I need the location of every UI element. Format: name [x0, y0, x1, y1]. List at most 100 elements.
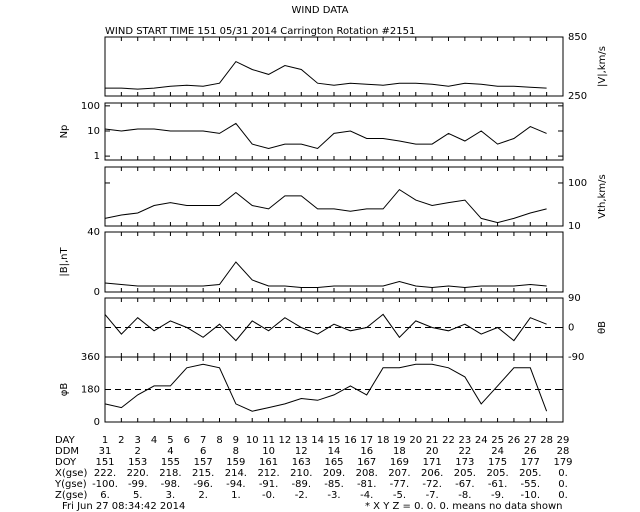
- data-line: [105, 60, 547, 90]
- table-cell: 205.: [486, 468, 508, 479]
- x-tick-label: 2: [118, 435, 124, 446]
- table-cell: -61.: [488, 479, 508, 490]
- x-tick-label: 7: [200, 435, 206, 446]
- table-row-label: Y(gse): [54, 479, 87, 490]
- table-cell: -98.: [161, 479, 181, 490]
- y-tick-label: 0: [94, 287, 100, 298]
- table-cell: 20: [426, 446, 439, 457]
- y-tick-label: 100: [568, 178, 587, 189]
- table-cell: -5.: [393, 490, 406, 501]
- table-cell: 6: [200, 446, 206, 457]
- table-cell: 218.: [159, 468, 181, 479]
- chart-subtitle: WIND START TIME 151 05/31 2014 Carringto…: [105, 26, 415, 37]
- y-tick-label: 0: [94, 417, 100, 428]
- table-cell: -10.: [521, 490, 541, 501]
- y-tick-label: 1: [94, 151, 100, 162]
- y-axis-label: |B|,nT: [59, 247, 70, 277]
- table-cell: -8.: [458, 490, 471, 501]
- table-cell: -72.: [422, 479, 442, 490]
- table-cell: 8: [233, 446, 239, 457]
- y-tick-label: 10: [87, 126, 100, 137]
- y-tick-label: 10: [568, 221, 581, 232]
- table-cell: 153: [128, 457, 147, 468]
- table-row-label: DOY: [55, 457, 77, 468]
- table-cell: 151: [95, 457, 114, 468]
- data-line: [104, 261, 547, 289]
- table-cell: 220.: [127, 468, 149, 479]
- x-tick-label: 22: [442, 435, 455, 446]
- x-tick-label: 13: [295, 435, 308, 446]
- y-tick-label: 180: [81, 385, 100, 396]
- footer-note: * X Y Z = 0. 0. 0. means no data shown: [365, 501, 563, 512]
- table-cell: -94.: [226, 479, 246, 490]
- table-cell: -55.: [521, 479, 541, 490]
- x-tick-label: 10: [246, 435, 259, 446]
- y-tick-label: 850: [568, 32, 587, 43]
- x-tick-label: 29: [557, 435, 570, 446]
- x-tick-label: 27: [524, 435, 537, 446]
- table-cell: -9.: [491, 490, 504, 501]
- table-cell: 0.: [558, 479, 568, 490]
- table-row-label: DDM: [55, 446, 79, 457]
- table-cell: -100.: [92, 479, 118, 490]
- y-axis-label: Np: [59, 125, 70, 139]
- table-cell: 208.: [356, 468, 378, 479]
- y-tick-label: 40: [87, 227, 100, 238]
- table-cell: 3.: [166, 490, 176, 501]
- data-line: [104, 188, 547, 224]
- table-row-label: X(gse): [55, 468, 87, 479]
- table-cell: 171: [423, 457, 442, 468]
- x-tick-label: 23: [458, 435, 471, 446]
- table-cell: 1.: [231, 490, 241, 501]
- table-cell: 215.: [192, 468, 214, 479]
- y-tick-label: 250: [568, 91, 587, 102]
- table-cell: 0.: [558, 490, 568, 501]
- y-tick-label: 100: [81, 101, 100, 112]
- table-cell: 169: [390, 457, 409, 468]
- x-tick-label: 9: [233, 435, 239, 446]
- y-tick-label: 360: [81, 352, 100, 363]
- table-cell: 2: [135, 446, 141, 457]
- table-cell: -0.: [262, 490, 275, 501]
- x-tick-label: 24: [475, 435, 488, 446]
- x-tick-label: 16: [344, 435, 357, 446]
- table-row-label: Z(gse): [55, 490, 87, 501]
- table-cell: 207.: [388, 468, 410, 479]
- table-cell: -3.: [327, 490, 340, 501]
- table-cell: -77.: [390, 479, 410, 490]
- x-tick-label: 8: [216, 435, 222, 446]
- table-cell: 12: [295, 446, 308, 457]
- x-tick-label: 12: [279, 435, 292, 446]
- table-cell: 210.: [290, 468, 312, 479]
- data-line: [104, 363, 548, 412]
- table-cell: -89.: [292, 479, 312, 490]
- table-cell: -2.: [295, 490, 308, 501]
- table-cell: -7.: [426, 490, 439, 501]
- table-cell: 214.: [225, 468, 247, 479]
- table-cell: 2.: [198, 490, 208, 501]
- table-cell: -81.: [357, 479, 377, 490]
- table-cell: 159: [226, 457, 245, 468]
- table-cell: 14: [328, 446, 341, 457]
- y-axis-label: Vth,km/s: [597, 174, 608, 218]
- x-tick-label: 5: [167, 435, 173, 446]
- x-tick-label: 20: [409, 435, 422, 446]
- table-cell: 212.: [257, 468, 279, 479]
- table-cell: 161: [259, 457, 278, 468]
- y-tick-label: 0: [568, 323, 574, 334]
- table-cell: 206.: [421, 468, 443, 479]
- x-tick-label: 18: [377, 435, 390, 446]
- y-tick-label: 90: [568, 293, 581, 304]
- table-cell: 0.: [558, 468, 568, 479]
- table-cell: 163: [292, 457, 311, 468]
- table-cell: -99.: [128, 479, 148, 490]
- table-cell: 4: [167, 446, 173, 457]
- x-tick-label: 26: [508, 435, 521, 446]
- y-axis-label: θB: [597, 321, 608, 334]
- table-cell: -91.: [259, 479, 279, 490]
- x-tick-label: 11: [262, 435, 275, 446]
- x-axis-label: DAY: [55, 435, 76, 446]
- table-cell: 205.: [519, 468, 541, 479]
- x-tick-label: 6: [184, 435, 190, 446]
